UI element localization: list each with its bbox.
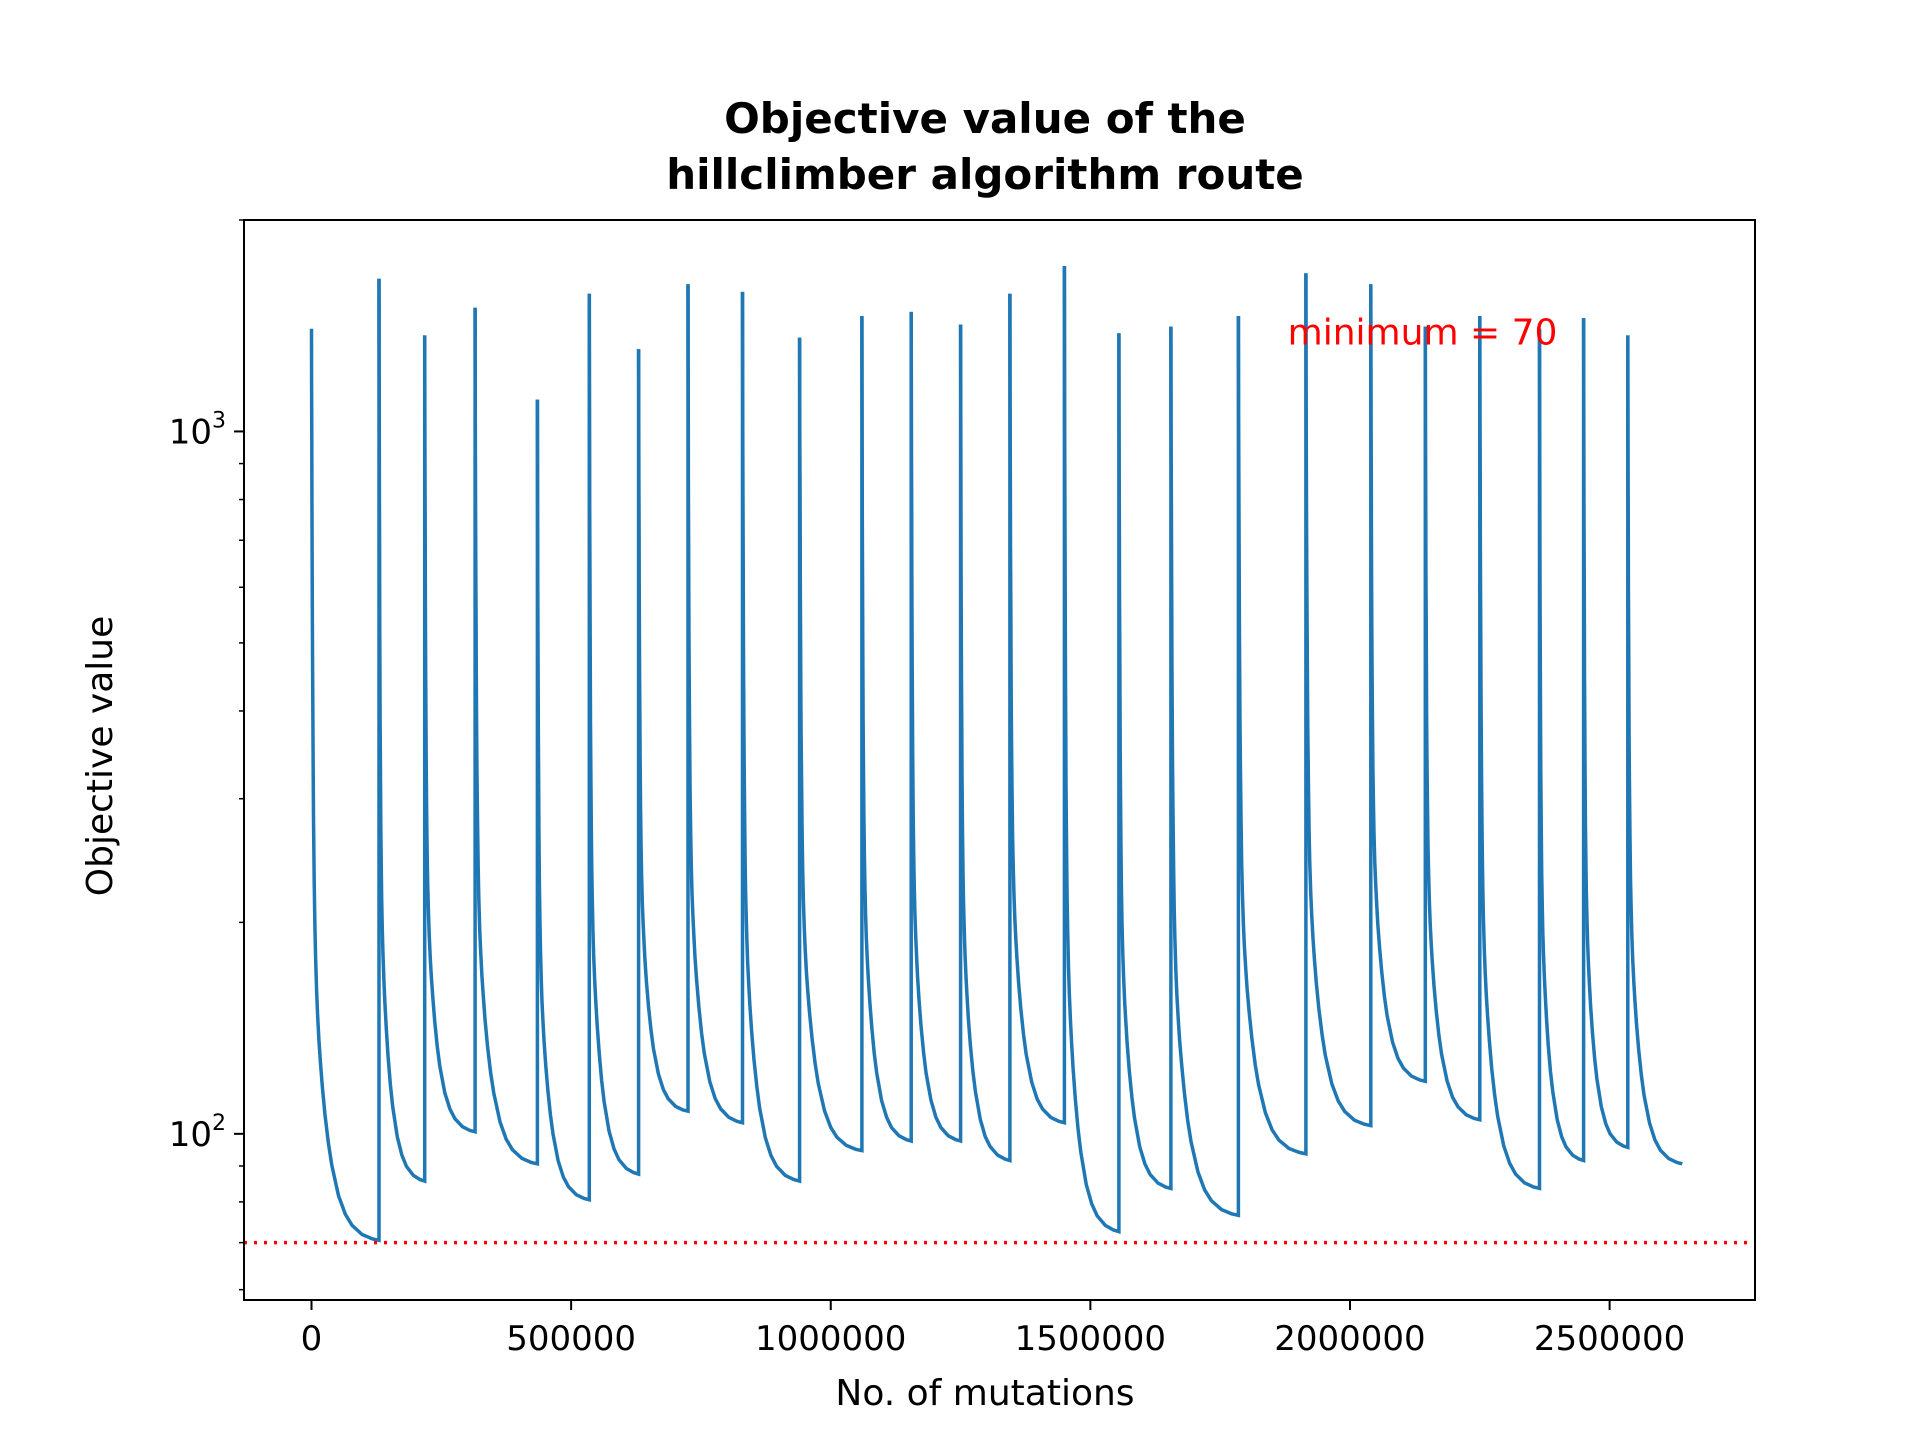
series-run-3 [422, 307, 477, 1135]
x-tick-label-3: 1500000 [1015, 1319, 1166, 1359]
x-tick-label-0: 0 [301, 1319, 323, 1359]
series-run-15 [1062, 265, 1121, 1234]
series-run-22 [1478, 315, 1542, 1191]
x-tick-label-5: 2500000 [1534, 1319, 1685, 1359]
series-run-19 [1304, 273, 1373, 1128]
series-run-11 [860, 311, 913, 1144]
series-run-10 [797, 316, 864, 1153]
series-run-21 [1423, 316, 1482, 1123]
x-tick-label-4: 2000000 [1274, 1319, 1425, 1359]
series-run-6 [587, 293, 641, 1177]
series-run-4 [473, 307, 540, 1166]
y-axis-label: Objective value [80, 616, 121, 896]
x-axis-label: No. of mutations [835, 1373, 1134, 1414]
series-group [309, 265, 1683, 1243]
series-run-13 [958, 293, 1012, 1163]
series-run-20 [1369, 284, 1428, 1084]
x-axis: 0 500000 1000000 1500000 2000000 2500000 [301, 1300, 1685, 1359]
series-run-24 [1581, 318, 1630, 1150]
series-run-23 [1537, 318, 1586, 1163]
series-run-9 [740, 291, 802, 1184]
x-tick-label-1: 500000 [506, 1319, 636, 1359]
minimum-annotation: minimum = 70 [1288, 312, 1558, 353]
series-run-16 [1117, 326, 1173, 1191]
plot-frame [243, 219, 1756, 1301]
series-run-17 [1169, 316, 1241, 1218]
series-run-12 [909, 311, 963, 1144]
series-run-25 [1626, 335, 1683, 1166]
chart-title-line-2: hillclimber algorithm route [666, 150, 1304, 199]
x-tick-label-2: 1000000 [755, 1319, 906, 1359]
series-run-2 [377, 278, 427, 1184]
series-run-5 [535, 293, 592, 1203]
y-tick-label-1: 103 [169, 408, 226, 452]
series-run-8 [686, 284, 745, 1125]
series-run-18 [1236, 273, 1308, 1156]
y-axis: 102 103 [169, 219, 244, 1291]
y-tick-label-0: 102 [169, 1111, 226, 1155]
chart-title-line-1: Objective value of the [724, 94, 1246, 143]
series-run-14 [1008, 266, 1067, 1125]
series-run-7 [636, 284, 690, 1114]
series-run-1 [309, 278, 381, 1243]
